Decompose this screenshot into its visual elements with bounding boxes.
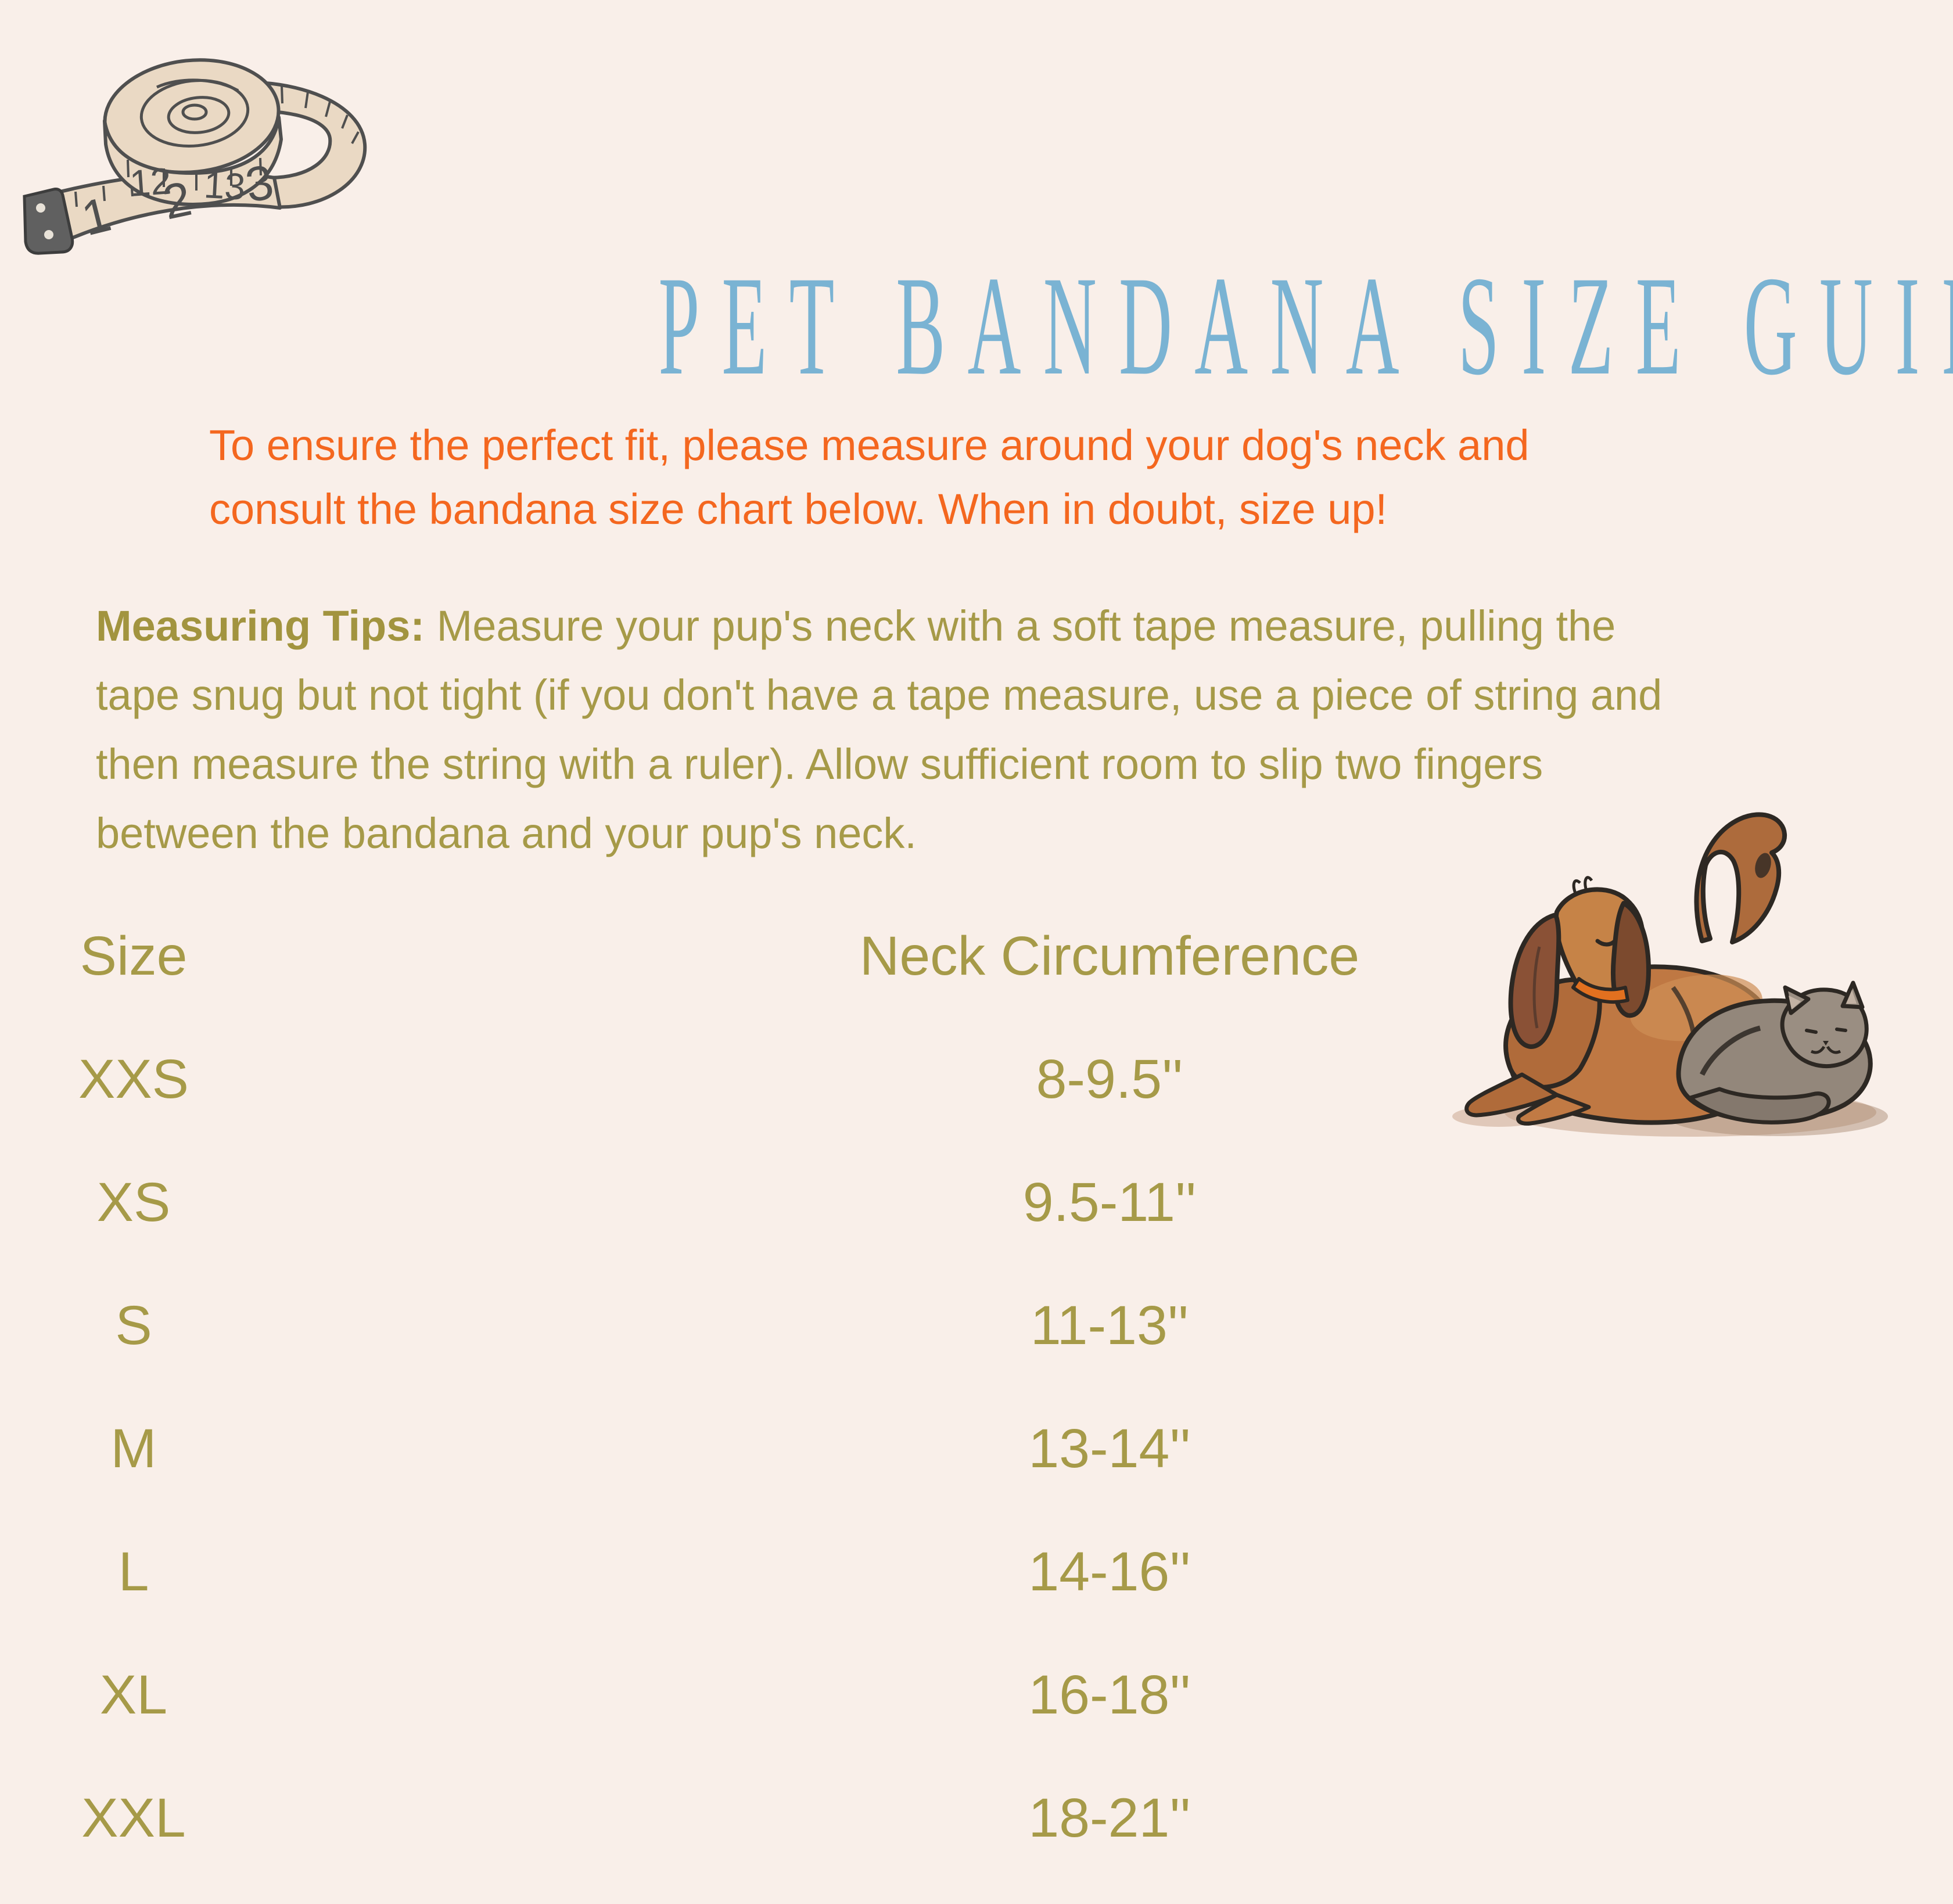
dog-front-paw [1516,1093,1591,1126]
dog-left-ear-line [1532,946,1541,1029]
tape-clip-hole [44,230,53,239]
size-table: Size Neck Circumference XXS 8-9.5'' XS 9… [0,894,1952,1880]
intro-line: To ensure the perfect fit, please measur… [209,421,1530,469]
size-label: XL [99,1664,168,1726]
tape-roll-number-12: 12 [128,160,173,204]
size-label: L [118,1540,149,1603]
cat-nose [1823,1041,1829,1046]
neck-value: 8-9.5'' [1036,1048,1183,1110]
page-title: PET BANDANA SIZE GUIDE [658,247,1953,404]
size-label: S [115,1294,152,1356]
tips-line: tape snug but not tight (if you don't ha… [96,671,1663,719]
cat-right-ear-inner [1846,990,1857,1004]
neck-value: 16-18'' [1028,1664,1191,1726]
cat-tail [1688,1087,1831,1125]
neck-column-header: Neck Circumference [859,925,1360,987]
tape-roll-face [103,116,283,206]
cat-mouth [1810,1046,1841,1054]
neck-value: 18-21'' [1028,1787,1191,1849]
tape-measure-icon: 12 13 1 2 3 [23,58,367,255]
dog-and-cat-icon [1452,812,1888,1137]
dog-tail-marking [1755,853,1771,878]
dog-head-tuft [1572,876,1593,894]
tape-clip-hole [36,203,45,213]
size-label: XXS [78,1048,189,1110]
neck-value: 11-13'' [1030,1294,1189,1356]
neck-value: 13-14'' [1028,1417,1191,1479]
cat-eyes [1805,1028,1847,1034]
intro-line: consult the bandana size chart below. Wh… [209,485,1388,533]
tips-text: Measure your pup's neck with a soft tape… [436,602,1616,650]
tape-roll-ticks [127,157,262,191]
intro-text: To ensure the perfect fit, please measur… [209,414,1530,541]
cat-left-ear-inner [1789,996,1801,1010]
dog-collar [1571,977,1629,1004]
size-label: XS [96,1171,171,1233]
cat-head [1780,987,1869,1068]
tape-clip [23,188,74,255]
tape-roll-number-13: 13 [203,164,246,208]
cat-body-line [1699,1025,1761,1076]
tips-line: then measure the string with a ruler). A… [96,740,1543,788]
size-column-header: Size [80,925,188,987]
size-label: XXL [81,1787,186,1849]
measuring-tips: Measuring Tips: Measure your pup's neck … [96,591,1662,868]
tape-roll-spiral [139,78,250,148]
neck-value: 9.5-11'' [1022,1171,1197,1233]
dog-tail [1694,812,1787,944]
neck-value: 14-16'' [1028,1540,1191,1603]
dog-front-leg [1464,1072,1559,1118]
tips-label: Measuring Tips: [96,602,425,650]
size-label: M [110,1417,157,1479]
tips-line: Measuring Tips: Measure your pup's neck … [96,591,1662,660]
tips-line: between the bandana and your pup's neck. [96,809,917,857]
header: PET BANDANA SIZE GUIDE [0,254,1953,397]
